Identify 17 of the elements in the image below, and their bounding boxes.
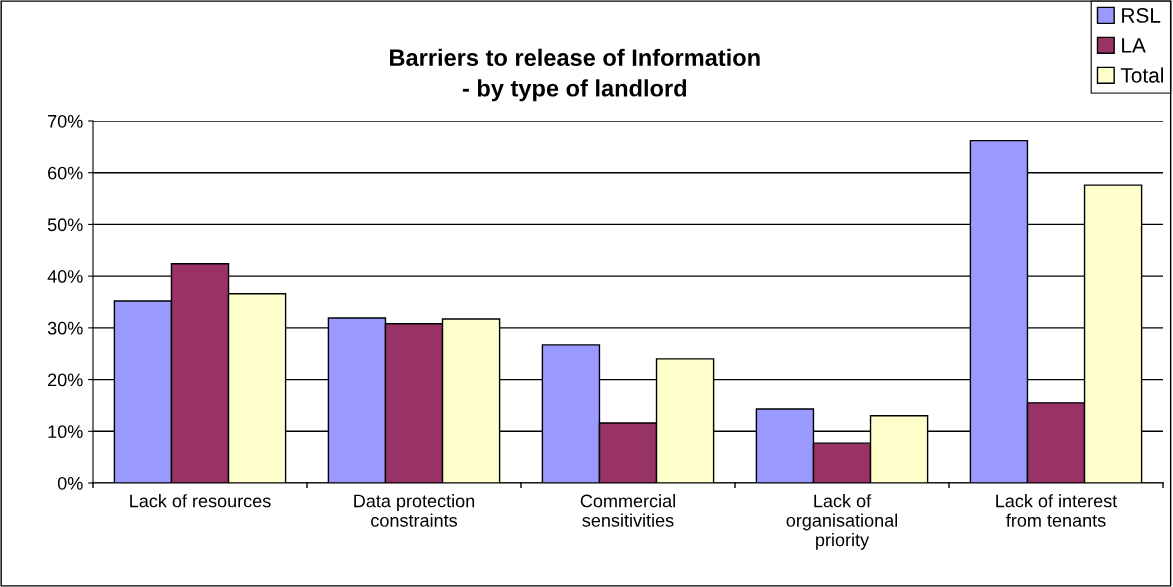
y-tick-label: 0% <box>57 476 83 490</box>
x-tick-label: Lack of resources <box>130 494 271 508</box>
x-tick-label: Lack of interest from tenants <box>996 494 1118 527</box>
y-tick-label: 50% <box>47 218 83 232</box>
y-tick-label: 60% <box>48 166 83 180</box>
x-tick-label: Data protection constraints <box>354 494 475 527</box>
legend-label: RSL <box>1122 8 1161 23</box>
y-tick-label: 30% <box>47 321 83 335</box>
legend-label: LA <box>1122 38 1146 53</box>
legend-label: Total <box>1120 67 1164 83</box>
x-tick-label: Lack of organisational priority <box>786 494 898 550</box>
y-tick-label: 70% <box>48 114 83 128</box>
x-tick-label: Commercial sensitivities <box>580 494 675 527</box>
y-tick-label: 20% <box>48 373 83 387</box>
y-tick-label: 40% <box>47 270 83 283</box>
chart-title: Barriers to release of Information - by type of landlord <box>390 48 760 102</box>
y-tick-label: 10% <box>48 425 83 439</box>
